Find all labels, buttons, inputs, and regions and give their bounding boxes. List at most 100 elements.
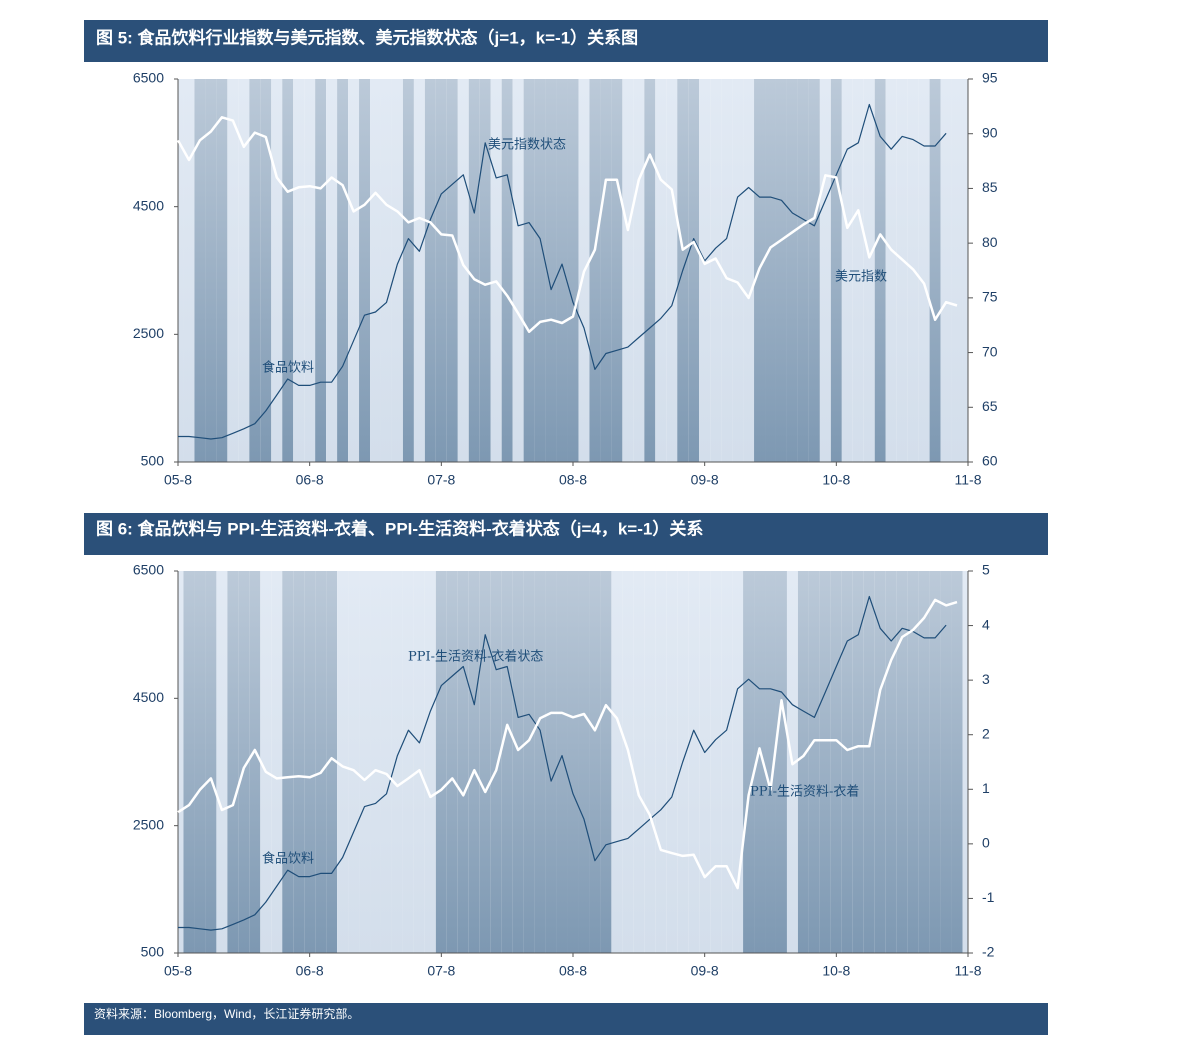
- state-band: [370, 571, 381, 953]
- state-band: [216, 571, 228, 953]
- state-band: [732, 571, 744, 953]
- state-band: [348, 571, 360, 953]
- state-band: [808, 571, 820, 953]
- state-band: [874, 571, 886, 953]
- x-tick-label: 05-8: [164, 472, 192, 488]
- state-band: [183, 79, 195, 462]
- y2-tick-label: 95: [982, 70, 998, 86]
- state-band: [732, 79, 744, 462]
- y-tick-label: 2500: [133, 325, 164, 341]
- y2-tick-label: 2: [982, 725, 990, 741]
- state-band: [863, 571, 875, 953]
- x-tick-label: 07-8: [427, 963, 455, 979]
- state-band: [523, 571, 535, 953]
- chart-title: 图 5: 食品饮料行业指数与美元指数、美元指数状态（j=1，k=-1）关系图: [96, 27, 638, 47]
- state-band: [797, 79, 809, 462]
- state-band: [633, 79, 645, 462]
- state-band: [534, 79, 546, 462]
- state-band: [326, 79, 338, 462]
- state-band: [501, 571, 513, 953]
- state-band: [391, 79, 403, 462]
- state-band: [874, 79, 886, 462]
- state-band: [852, 79, 864, 462]
- state-band: [178, 79, 184, 462]
- y-tick-label: 4500: [133, 197, 164, 213]
- state-band: [468, 571, 480, 953]
- state-band: [896, 571, 908, 953]
- state-band: [457, 571, 469, 953]
- state-band: [841, 79, 853, 462]
- y-tick-label: 4500: [133, 689, 164, 705]
- state-band: [293, 79, 305, 462]
- state-band: [337, 79, 349, 462]
- y2-tick-label: 70: [982, 343, 998, 359]
- state-band: [765, 79, 776, 462]
- state-band: [413, 79, 425, 462]
- state-band: [435, 571, 447, 953]
- state-band: [271, 79, 283, 462]
- state-band: [293, 571, 305, 953]
- state-band: [885, 79, 897, 462]
- state-band: [644, 571, 656, 953]
- state-band: [721, 571, 733, 953]
- state-band: [227, 571, 239, 953]
- y2-tick-label: 60: [982, 453, 998, 469]
- x-tick-label: 06-8: [296, 963, 324, 979]
- state-label: 美元指数状态: [488, 138, 566, 153]
- y-tick-label: 500: [141, 944, 165, 960]
- state-band: [611, 79, 623, 462]
- x-tick-label: 11-8: [955, 963, 982, 979]
- series-line: [178, 595, 947, 931]
- state-band: [413, 571, 425, 953]
- state-label: PPI-生活资料-衣着状态: [408, 649, 543, 665]
- state-band: [446, 79, 458, 462]
- state-band: [282, 571, 294, 953]
- state-band: [545, 79, 557, 462]
- y2-tick-label: 90: [982, 124, 998, 140]
- state-band: [622, 79, 634, 462]
- state-band: [863, 79, 875, 462]
- state-band: [249, 571, 261, 953]
- x-tick-label: 10-8: [822, 963, 850, 979]
- y2-tick-label: 85: [982, 179, 998, 195]
- state-band: [699, 571, 711, 953]
- x-tick-label: 08-8: [559, 963, 587, 979]
- y-tick-label: 2500: [133, 816, 164, 832]
- state-band: [194, 79, 206, 462]
- y2-tick-label: 5: [982, 562, 990, 578]
- state-band: [380, 79, 392, 462]
- series-label: 食品饮料: [262, 851, 314, 867]
- state-band: [556, 79, 568, 462]
- state-band: [216, 79, 228, 462]
- state-band: [841, 571, 853, 953]
- state-band: [885, 571, 897, 953]
- state-band: [545, 571, 557, 953]
- x-tick-label: 08-8: [559, 472, 587, 488]
- y2-tick-label: 3: [982, 671, 990, 687]
- state-band: [249, 79, 261, 462]
- state-band: [490, 571, 502, 953]
- state-band: [380, 571, 392, 953]
- state-band: [907, 571, 919, 953]
- state-band: [666, 571, 678, 953]
- state-band: [479, 571, 491, 953]
- state-band: [260, 571, 272, 953]
- state-band: [918, 79, 930, 462]
- state-band: [633, 571, 645, 953]
- state-band: [688, 571, 700, 953]
- y2-tick-label: 4: [982, 616, 990, 632]
- state-band: [178, 571, 184, 953]
- state-band: [830, 79, 842, 462]
- state-band: [424, 571, 436, 953]
- state-band: [348, 79, 360, 462]
- series-label: PPI-生活资料-衣着: [750, 784, 859, 800]
- state-band: [797, 571, 809, 953]
- state-band: [402, 571, 414, 953]
- x-tick-label: 06-8: [296, 472, 324, 488]
- y-tick-label: 6500: [133, 70, 164, 86]
- state-band: [238, 571, 250, 953]
- series-label: 食品饮料: [262, 360, 314, 376]
- state-band: [699, 79, 711, 462]
- state-band: [622, 571, 634, 953]
- state-band: [183, 571, 195, 953]
